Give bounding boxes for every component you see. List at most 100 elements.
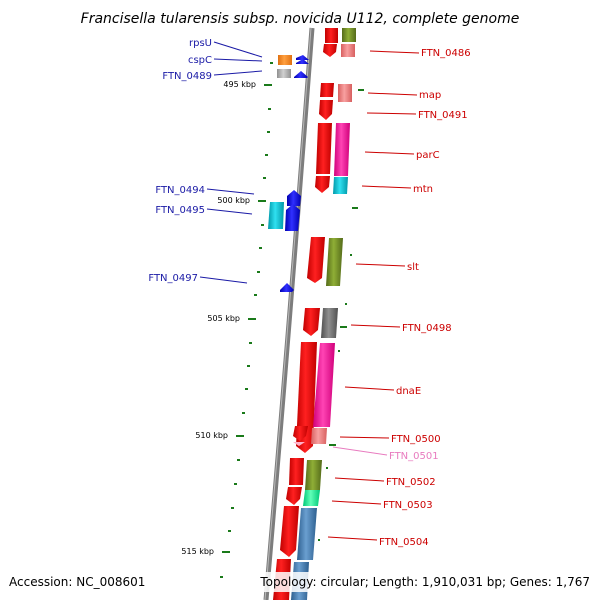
gene-arrow [325, 28, 338, 43]
label-connector [327, 536, 378, 541]
kbp-tick-mark [264, 84, 272, 86]
category-block [341, 44, 355, 57]
gene-arrow [320, 83, 334, 97]
label-connector [364, 151, 415, 155]
gene-arrow [280, 283, 294, 292]
footer-backdrop-right [258, 572, 600, 592]
kbp-tick-mark [258, 200, 266, 202]
gene-arrow [296, 59, 309, 64]
category-block [311, 428, 327, 444]
gene-arrow [280, 506, 299, 557]
kbp-tick-label: 500 kbp [217, 196, 250, 205]
category-block [342, 28, 356, 42]
gene-label-FTN_0501[interactable]: FTN_0501 [389, 451, 439, 462]
label-connector [361, 185, 412, 189]
gene-label-FTN_0486[interactable]: FTN_0486 [421, 48, 471, 59]
kbp-ticks: 495 kbp 500 kbp 505 kbp 510 kbp 515 kbp [181, 80, 272, 556]
gene-arrow [296, 342, 317, 453]
gene-arrow [316, 123, 332, 174]
gene-label-rpsU[interactable]: rpsU [189, 38, 212, 49]
gene-label-FTN_0495[interactable]: FTN_0495 [155, 205, 205, 216]
accession-text: Accession: NC_008601 [9, 575, 145, 589]
minor-ticks-right [318, 89, 364, 541]
genome-backbone-highlight [264, 27, 312, 600]
gene-label-mtn[interactable]: mtn [413, 184, 433, 195]
category-track-left [268, 55, 292, 229]
kbp-tick-mark [222, 551, 230, 553]
gene-label-cspC[interactable]: cspC [188, 55, 212, 66]
gene-arrow [287, 190, 301, 206]
category-block [334, 123, 350, 176]
gene-label-FTN_0503[interactable]: FTN_0503 [383, 500, 433, 511]
gene-label-dnaE[interactable]: dnaE [396, 386, 421, 397]
map-title: Francisella tularensis subsp. novicida U… [81, 11, 520, 27]
label-connector [206, 208, 253, 215]
category-block [268, 202, 284, 229]
label-connector [213, 41, 263, 58]
label-connector [339, 436, 390, 439]
forward-genes [273, 28, 338, 600]
category-block [326, 238, 343, 286]
topology-text: Topology: circular; Length: 1,910,031 bp… [259, 575, 590, 589]
category-block [338, 84, 352, 102]
category-block [297, 508, 317, 560]
kbp-tick-label: 515 kbp [181, 547, 214, 556]
label-connector [334, 477, 385, 482]
gene-label-FTN_0498[interactable]: FTN_0498 [402, 323, 452, 334]
label-connector [332, 446, 388, 456]
label-connector [344, 386, 395, 391]
gene-label-map[interactable]: map [419, 90, 441, 101]
label-connector [213, 70, 263, 76]
kbp-tick-mark [236, 435, 244, 437]
gene-arrow [289, 458, 304, 485]
kbp-tick-mark [248, 318, 256, 320]
label-connector [350, 324, 401, 328]
footer-backdrop-left [0, 572, 148, 592]
gene-label-FTN_0489[interactable]: FTN_0489 [162, 71, 212, 82]
label-connector [199, 276, 248, 284]
gene-label-FTN_0494[interactable]: FTN_0494 [155, 185, 205, 196]
label-connector [355, 263, 406, 267]
label-connector [213, 58, 263, 62]
gene-arrow [319, 100, 333, 120]
label-connector [366, 112, 417, 115]
label-connector [367, 92, 418, 96]
gene-arrow [296, 55, 309, 60]
category-block [305, 460, 322, 490]
kbp-tick-label: 505 kbp [207, 314, 240, 323]
left-labels: rpsU cspC FTN_0489 FTN_0494 FTN_0495 FTN… [148, 38, 263, 284]
gene-arrow [286, 487, 302, 505]
kbp-tick-label: 495 kbp [223, 80, 256, 89]
gene-label-slt[interactable]: slt [407, 262, 419, 273]
category-block [303, 490, 320, 506]
category-block [278, 55, 292, 65]
category-block [321, 308, 338, 338]
gene-arrow [285, 204, 300, 231]
minor-ticks-left [220, 62, 273, 578]
gene-label-FTN_0502[interactable]: FTN_0502 [386, 477, 436, 488]
label-connector [206, 188, 255, 195]
category-track [291, 28, 356, 600]
gene-label-FTN_0491[interactable]: FTN_0491 [418, 110, 468, 121]
gene-arrow [303, 308, 320, 336]
category-block [277, 69, 291, 78]
gene-label-parC[interactable]: parC [416, 150, 440, 161]
reverse-genes [280, 55, 309, 292]
gene-arrow [323, 44, 337, 57]
category-block [313, 343, 335, 427]
gene-arrow [315, 176, 330, 193]
genome-backbone [263, 27, 315, 600]
gene-label-FTN_0500[interactable]: FTN_0500 [391, 434, 441, 445]
gene-label-FTN_0497[interactable]: FTN_0497 [148, 273, 198, 284]
gene-label-FTN_0504[interactable]: FTN_0504 [379, 537, 429, 548]
label-connector [331, 500, 382, 505]
label-connector [369, 50, 420, 54]
gene-arrow [293, 442, 305, 446]
gene-arrow [293, 426, 308, 441]
right-labels: FTN_0486 map FTN_0491 parC mtn slt FTN_0… [327, 48, 471, 548]
gene-arrow [307, 237, 325, 283]
kbp-tick-label: 510 kbp [195, 431, 228, 440]
gene-arrow [294, 71, 308, 78]
category-block [333, 177, 348, 194]
